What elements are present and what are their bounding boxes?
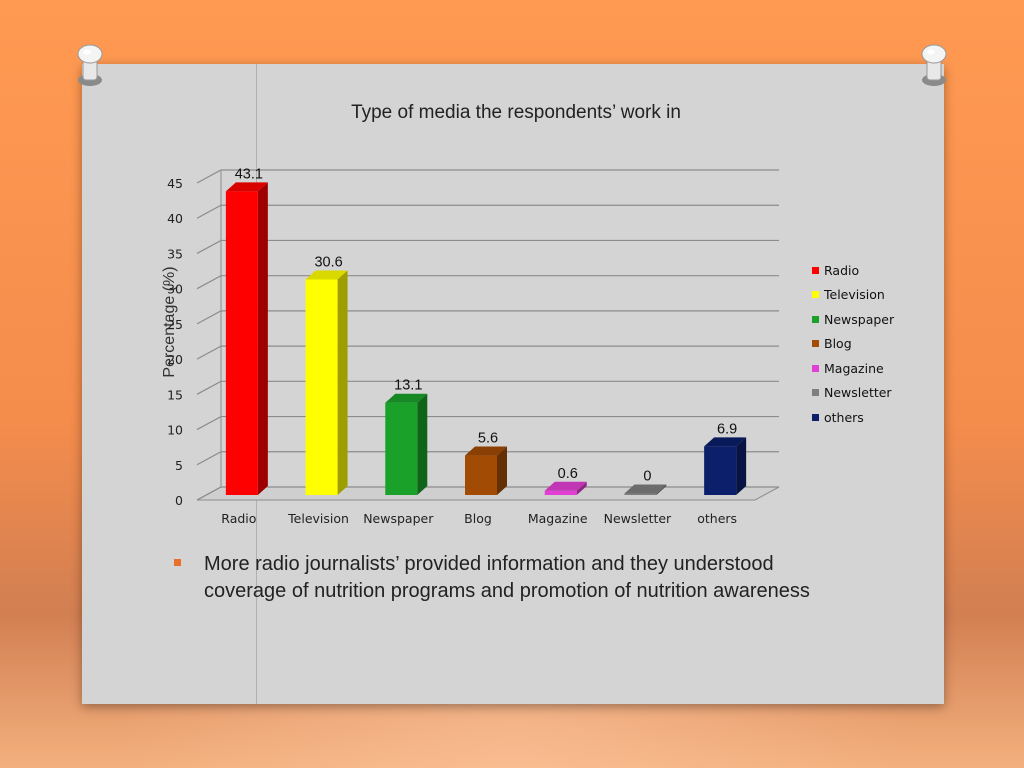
gridline-25 (196, 310, 779, 325)
y-tick-label-40: 40 (167, 211, 183, 226)
x-tick-label-others: others (697, 511, 737, 526)
bar-newspaper (385, 402, 418, 495)
legend-item-magazine: Magazine (812, 356, 894, 381)
y-tick-label-5: 5 (175, 458, 183, 473)
bar-newsletter (624, 493, 657, 495)
legend-label: Newsletter (824, 385, 892, 401)
data-label-television: 30.6 (314, 254, 342, 270)
data-label-newsletter: 0 (643, 469, 651, 485)
bar-top-television (305, 270, 348, 280)
legend-swatch (812, 340, 819, 348)
gridline-30 (196, 275, 779, 290)
data-label-newspaper: 13.1 (394, 378, 422, 394)
data-label-magazine: 0.6 (558, 466, 578, 482)
x-tick-label-radio: Radio (221, 511, 256, 526)
legend-swatch (812, 266, 819, 274)
bar-side-magazine (576, 481, 587, 495)
bar-top-newspaper (385, 393, 428, 403)
gridline-40 (196, 204, 779, 219)
legend-item-television: Television (812, 283, 894, 308)
y-tick-label-35: 35 (167, 246, 183, 261)
bar-others (704, 446, 737, 495)
pushpin-right-icon (921, 44, 947, 86)
gridline-10 (196, 415, 779, 431)
bar-radio (225, 191, 258, 495)
legend-item-radio: Radio (812, 258, 894, 283)
gridline-15 (196, 380, 779, 395)
y-tick-label-25: 25 (167, 317, 183, 332)
bullet-marker (174, 559, 181, 566)
bar-side-blog (497, 446, 507, 495)
bar-top-others (704, 437, 747, 447)
legend-swatch (812, 413, 819, 421)
bar-side-others (736, 437, 747, 495)
legend-swatch (812, 315, 819, 323)
legend-item-newspaper: Newspaper (812, 307, 894, 332)
y-tick-label-20: 20 (167, 352, 183, 367)
bullet-text: More radio journalists’ provided informa… (204, 553, 810, 602)
y-tick-label-30: 30 (167, 282, 183, 297)
legend-swatch (812, 291, 819, 299)
data-label-radio: 43.1 (235, 166, 263, 182)
x-tick-label-television: Television (287, 511, 349, 526)
legend-label: Radio (824, 262, 860, 278)
legend-label: Television (824, 287, 885, 303)
y-tick-label-0: 0 (175, 493, 183, 508)
x-tick-label-newspaper: Newspaper (363, 511, 434, 526)
bar-side-newspaper (417, 393, 428, 495)
y-tick-label-15: 15 (167, 387, 183, 402)
slide-panel (82, 64, 944, 704)
bar-side-radio (257, 182, 268, 495)
bar-top-newsletter (624, 484, 667, 494)
bar-top-blog (465, 446, 507, 456)
bar-side-newsletter (656, 484, 667, 495)
data-label-others: 6.9 (717, 421, 737, 437)
legend-label: Blog (824, 336, 852, 352)
gridline-45 (196, 169, 779, 184)
y-tick-label-45: 45 (167, 176, 183, 191)
gridline-35 (196, 239, 779, 254)
legend-swatch (812, 364, 819, 372)
legend-item-blog: Blog (812, 332, 894, 357)
bar-blog (465, 455, 497, 495)
legend-swatch (812, 389, 819, 397)
bar-television (305, 279, 338, 495)
legend-label: Newspaper (824, 311, 895, 327)
y-tick-label-10: 10 (167, 423, 183, 438)
gridline-0 (196, 486, 779, 501)
bar-top-magazine (544, 481, 587, 491)
x-tick-label-blog: Blog (464, 511, 492, 526)
x-tick-label-newsletter: Newsletter (604, 511, 672, 526)
legend-label: Magazine (824, 360, 884, 376)
bar-magazine (544, 490, 577, 495)
bar-side-television (337, 270, 348, 495)
bar-top-radio (225, 182, 268, 192)
gridline-20 (196, 345, 779, 360)
pushpin-left-icon (77, 44, 103, 86)
legend-item-others: others (812, 405, 894, 430)
chart-legend: Radio Television Newspaper Blog Magazine News… (812, 258, 894, 430)
data-label-blog: 5.6 (478, 431, 498, 447)
legend-label: others (824, 409, 864, 425)
x-tick-label-magazine: Magazine (528, 511, 588, 526)
legend-item-newsletter: Newsletter (812, 381, 894, 406)
chart-title: Type of media the respondents’ work in (351, 102, 681, 123)
gridline-5 (196, 451, 779, 466)
